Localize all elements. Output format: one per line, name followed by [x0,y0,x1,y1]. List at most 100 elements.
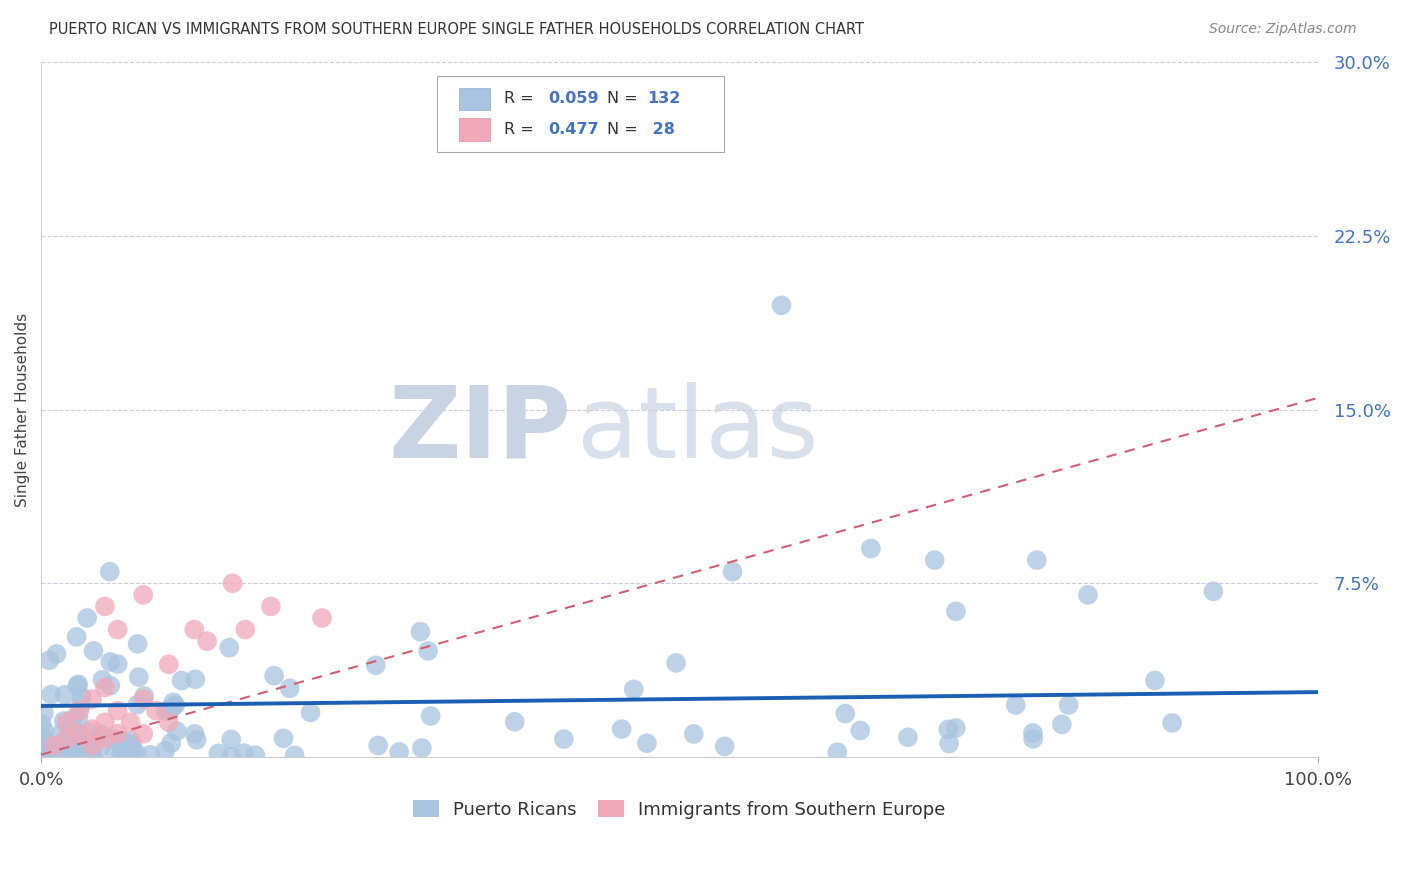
Point [411,741,433,756]
Text: ZIP: ZIP [388,382,571,479]
Point [67,711,90,725]
Point [98,679,121,693]
Point [34,747,56,762]
Point [52,714,75,728]
Point [682,727,704,741]
Point [82,740,104,755]
Point [98,655,121,669]
Point [120,733,142,747]
Point [62,728,84,742]
Point [134,689,156,703]
Point [367,739,389,753]
Point [409,624,432,639]
Point [42,739,65,753]
Point [827,745,849,759]
Point [62,723,84,737]
Point [51,737,73,751]
Point [945,721,967,735]
Point [94,715,117,730]
Point [183,727,205,741]
Point [693,131,716,145]
Point [132,588,155,602]
Point [32,723,55,738]
Text: R =: R = [505,122,540,137]
Point [69,744,91,758]
Point [62,712,84,726]
Point [1022,726,1045,740]
Point [936,723,959,737]
Point [1077,588,1099,602]
Point [67,677,90,691]
Point [89,740,111,755]
Point [34,735,56,749]
Point [45,647,67,661]
Point [859,541,882,556]
Point [32,741,55,756]
Point [38,653,60,667]
Point [245,748,267,763]
Point [98,565,121,579]
Point [107,704,129,718]
Point [945,604,967,618]
Point [1143,673,1166,688]
Point [49,727,72,741]
Point [125,747,148,761]
Point [37,748,59,763]
Point [67,704,90,718]
Point [165,698,187,712]
Point [1050,717,1073,731]
Point [55,731,77,746]
Point [32,732,55,747]
Text: N =: N = [606,122,643,137]
Point [184,673,207,687]
Point [388,745,411,759]
Point [364,658,387,673]
Point [73,741,96,756]
Point [162,695,184,709]
Point [139,747,162,762]
Point [218,640,240,655]
Point [219,732,242,747]
Point [153,744,176,758]
Point [59,724,82,739]
Point [39,688,62,702]
Point [155,704,177,718]
Point [103,746,125,760]
Point [108,738,131,752]
FancyBboxPatch shape [458,118,491,141]
Point [1057,698,1080,712]
Point [31,746,53,760]
Point [897,731,920,745]
Point [924,553,946,567]
Point [834,706,856,721]
Point [1022,731,1045,746]
Point [70,698,93,712]
Point [83,644,105,658]
Point [51,736,73,750]
Point [121,744,143,758]
Point [94,599,117,614]
Point [183,623,205,637]
Point [207,747,229,761]
Point [94,731,117,746]
Point [58,734,80,748]
Point [82,734,104,748]
Point [128,670,150,684]
Point [419,709,441,723]
Point [121,738,143,752]
Point [120,744,142,758]
Point [112,742,135,756]
Point [107,727,129,741]
Point [235,623,257,637]
Point [665,656,688,670]
Point [416,644,439,658]
FancyBboxPatch shape [437,76,724,153]
Text: 28: 28 [648,122,675,137]
Point [82,739,104,753]
Point [221,576,243,591]
Point [273,731,295,746]
Point [553,732,575,747]
Point [127,637,149,651]
Point [107,657,129,671]
Point [53,688,76,702]
